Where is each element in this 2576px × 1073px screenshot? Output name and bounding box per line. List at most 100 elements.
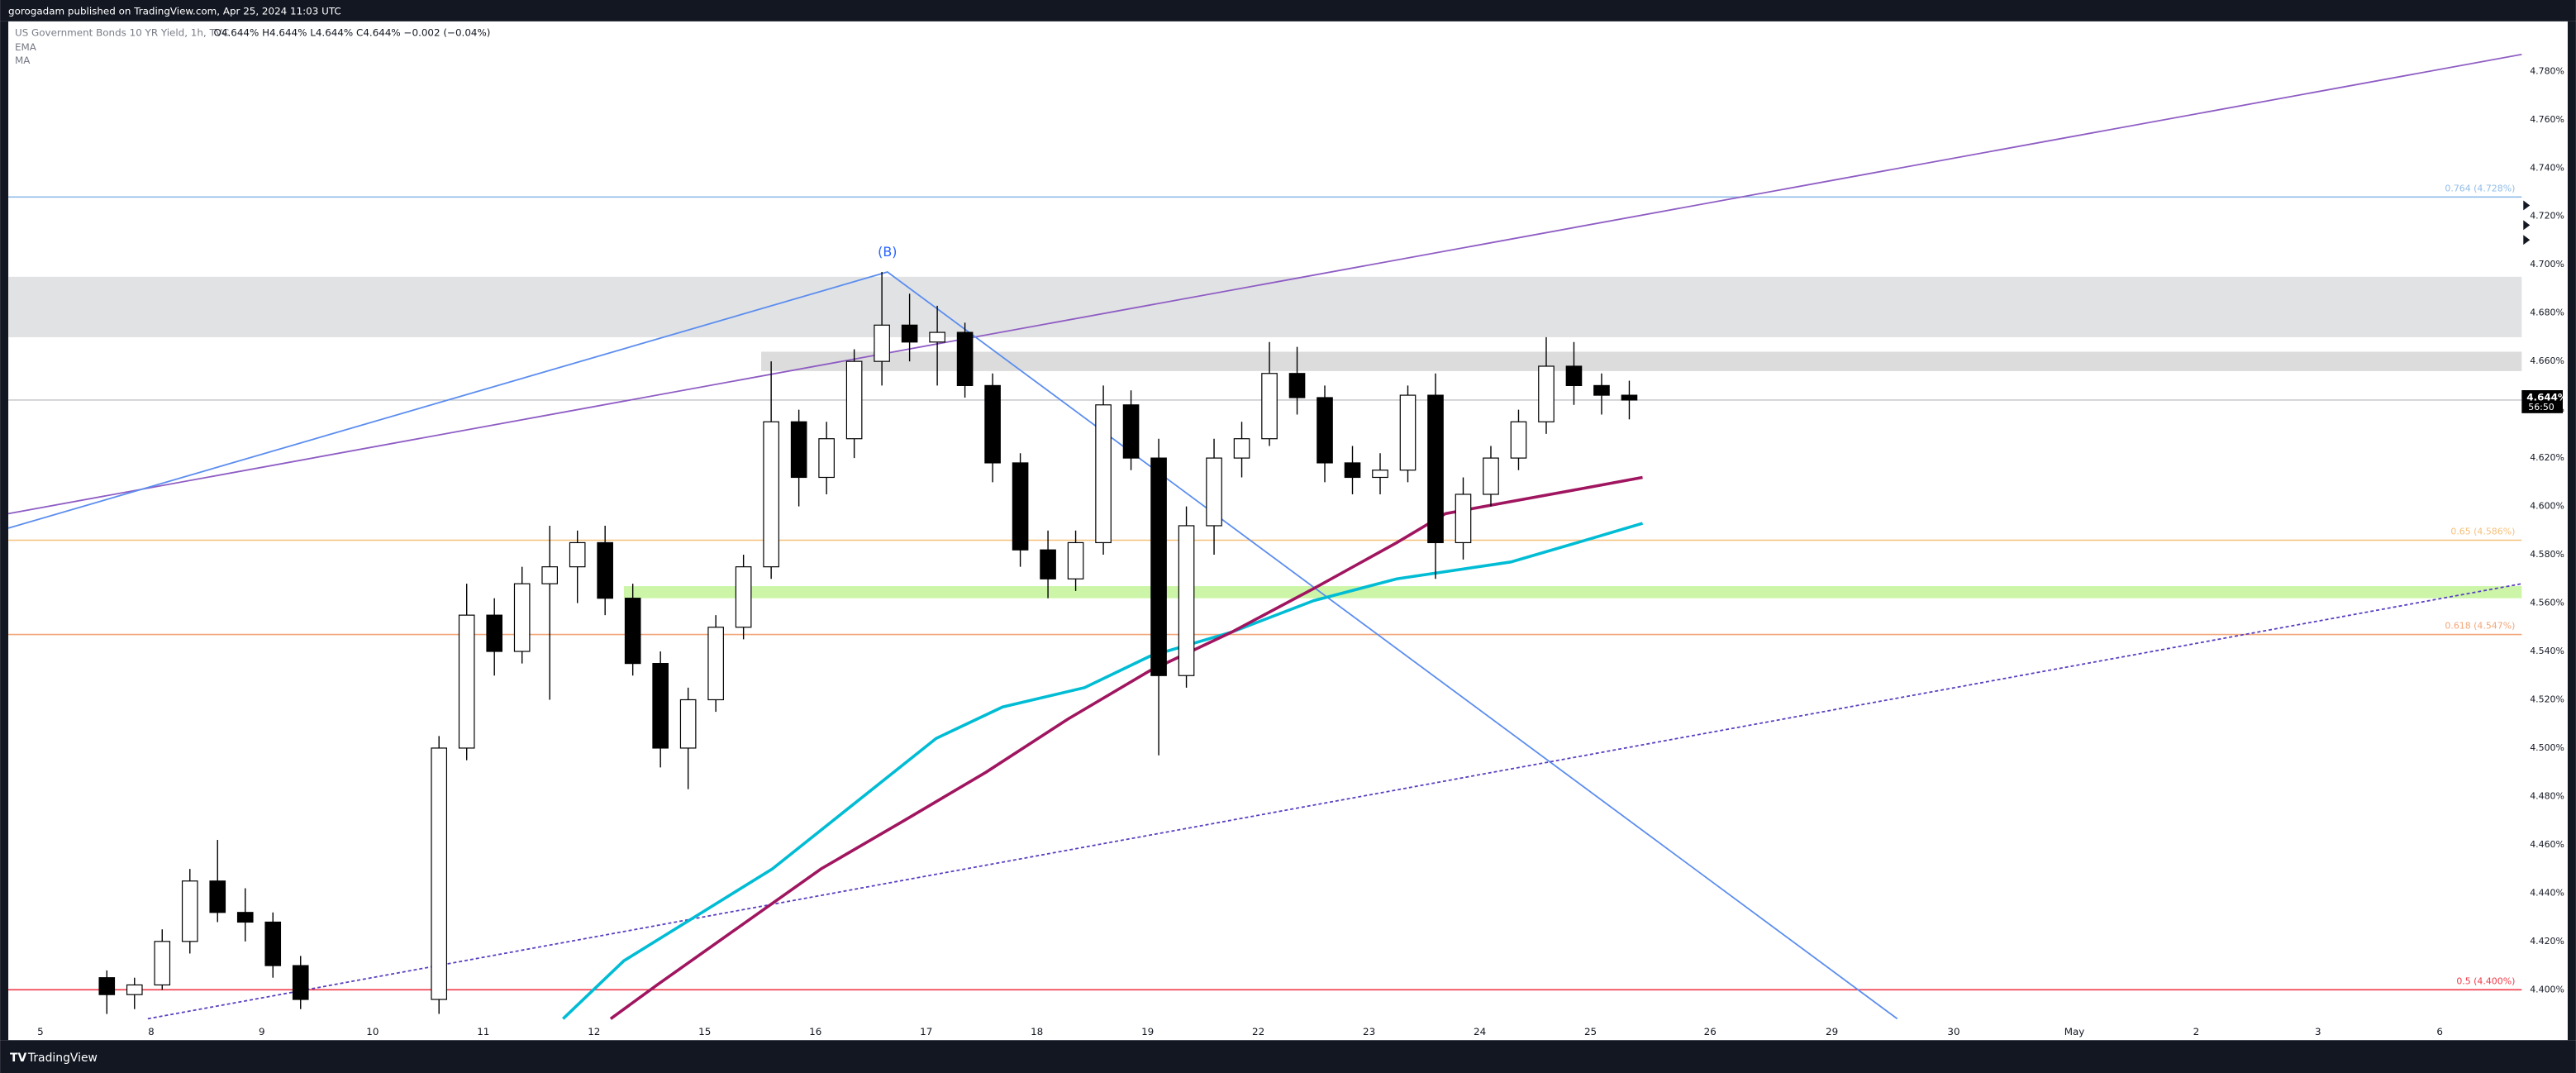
candle-body: [1483, 457, 1499, 495]
candle-body: [735, 566, 752, 628]
symbol-info: US Government Bonds 10 YR Yield, 1h, TVC: [15, 26, 229, 38]
x-tick-label: 3: [2315, 1026, 2321, 1037]
candle-body: [569, 541, 586, 568]
x-tick-label: May: [2064, 1026, 2085, 1037]
y-tick-label: 4.700%: [2530, 259, 2564, 269]
ma-line: [609, 475, 1643, 1020]
x-tick-label: 18: [1031, 1026, 1043, 1037]
y-tick-label: 4.540%: [2530, 646, 2564, 656]
candle-body: [790, 421, 807, 479]
x-tick-label: 8: [148, 1026, 155, 1037]
y-tick-label: 4.460%: [2530, 839, 2564, 850]
y-tick-label: 4.580%: [2530, 549, 2564, 560]
y-tick-label: 4.480%: [2530, 790, 2564, 801]
trendline: [7, 270, 1898, 1020]
fib-label: 0.5 (4.400%): [2456, 975, 2515, 986]
x-tick-label: 5: [37, 1026, 44, 1037]
candle-body: [984, 384, 1001, 464]
candle-body: [126, 984, 143, 995]
candle-body: [1288, 373, 1306, 398]
candle-body: [209, 880, 226, 913]
candle-body: [1399, 394, 1417, 471]
candle-body: [1261, 373, 1278, 440]
fib-label: 0.65 (4.586%): [2450, 527, 2515, 537]
x-tick-label: 25: [1584, 1026, 1597, 1037]
candle-body: [513, 583, 531, 652]
candle-body: [956, 331, 974, 386]
x-tick-label: 12: [588, 1026, 600, 1037]
candle-body: [154, 941, 171, 986]
zone: [761, 351, 2522, 371]
candle-body: [458, 614, 475, 749]
candle-body: [1122, 404, 1140, 459]
candle-body: [1593, 384, 1610, 396]
side-arrows: [2523, 200, 2531, 246]
x-tick-label: 2: [2193, 1026, 2200, 1037]
y-tick-label: 4.600%: [2530, 501, 2564, 512]
y-tick-label: 4.680%: [2530, 308, 2564, 318]
fib-label: 0.764 (4.728%): [2445, 183, 2515, 193]
candle-body: [707, 627, 724, 701]
candle-body: [1233, 438, 1250, 459]
candle-body: [1455, 494, 1472, 544]
candle-body: [1510, 421, 1527, 459]
fib-label: 0.618 (4.547%): [2445, 621, 2515, 632]
candle-body: [1538, 365, 1555, 422]
bottom-bar: [0, 1040, 2576, 1073]
top-bar: [0, 0, 2576, 21]
y-tick-label: 4.740%: [2530, 162, 2564, 173]
plot-area: 0.764 (4.728%) 0.65 (4.586%) 0.618 (4.547%…: [7, 53, 2568, 1037]
x-tick-label: 26: [1704, 1026, 1717, 1037]
candle-body: [1067, 541, 1084, 579]
candle-body: [929, 331, 945, 343]
candle-body: [1178, 525, 1195, 676]
price-tag-label: 4.644%: [2526, 391, 2568, 403]
candle-body: [1095, 404, 1112, 544]
candle-body: [1565, 365, 1583, 386]
left-border: [0, 21, 9, 1041]
candle-body: [1344, 462, 1361, 479]
published-line: gorogadam published on TradingView.com, …: [8, 5, 341, 17]
y-tick-label: 4.500%: [2530, 742, 2564, 753]
y-tick-label: 4.660%: [2530, 355, 2564, 366]
x-tick-label: 10: [366, 1026, 379, 1037]
candle-body: [236, 912, 254, 923]
x-tick-label: 6: [2436, 1026, 2443, 1037]
candle-body: [1372, 470, 1388, 479]
candle-body: [1427, 394, 1444, 544]
trendline: [7, 53, 2522, 515]
candle-body: [652, 663, 669, 749]
legend-entry: MA: [15, 55, 31, 66]
x-tick-label: 22: [1252, 1026, 1264, 1037]
candle-body: [1621, 394, 1638, 401]
countdown: 56:50: [2528, 402, 2555, 413]
x-tick-label: 24: [1474, 1026, 1486, 1037]
candle-body: [1012, 462, 1029, 551]
y-tick-label: 4.440%: [2530, 887, 2564, 898]
tv-logo: TV: [10, 1052, 26, 1065]
x-tick-label: 11: [477, 1026, 489, 1037]
zone: [8, 276, 2522, 337]
y-tick-label: 4.520%: [2530, 694, 2564, 704]
candle-body: [874, 324, 890, 362]
x-tick-label: 16: [809, 1026, 821, 1037]
legend: EMA MA: [15, 41, 37, 66]
x-tick-label: 9: [259, 1026, 265, 1037]
y-tick-label: 4.720%: [2530, 211, 2564, 222]
price-tag: [2521, 390, 2563, 413]
right-border: [2567, 21, 2576, 1041]
ma-line: [562, 522, 1644, 1020]
candle-body: [1317, 397, 1333, 464]
candle-body: [679, 699, 697, 749]
candle-body: [624, 598, 641, 665]
y-tick-label: 4.560%: [2530, 598, 2564, 608]
candle-body: [818, 438, 835, 479]
x-tick-label: 30: [1947, 1026, 1959, 1037]
x-tick-label: 29: [1826, 1026, 1838, 1037]
candle-body: [901, 324, 918, 343]
candle-body: [763, 421, 779, 568]
candle-body: [597, 541, 613, 599]
candle-body: [1040, 549, 1056, 579]
